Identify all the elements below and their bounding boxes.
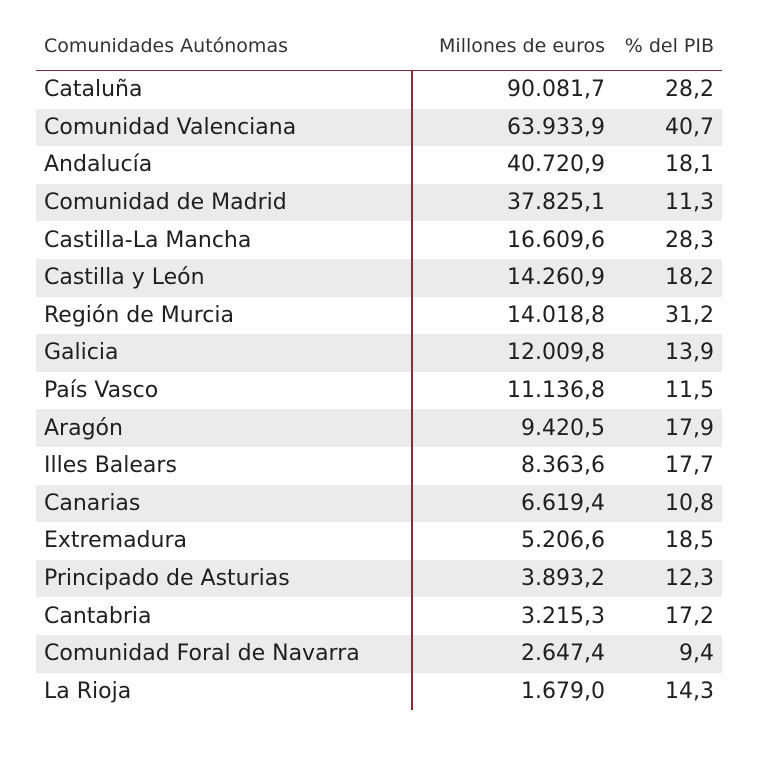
header-pib: % del PIB	[624, 35, 714, 57]
cell-pib: 18,1	[665, 152, 714, 178]
cell-comunidad: Cataluña	[44, 77, 143, 103]
cell-comunidad: Región de Murcia	[44, 302, 234, 328]
cell-millones: 2.647,4	[521, 641, 605, 667]
cell-comunidad: Extremadura	[44, 528, 187, 554]
cell-millones: 3.215,3	[521, 603, 605, 629]
table-row: Región de Murcia 14.018,8 31,2	[36, 297, 722, 335]
table-header: Comunidades Autónomas Millones de euros …	[36, 22, 722, 71]
cell-millones: 16.609,6	[507, 227, 605, 253]
table-row: Extremadura 5.206,6 18,5	[36, 522, 722, 560]
cell-pib: 17,2	[665, 603, 714, 629]
table-row: País Vasco 11.136,8 11,5	[36, 372, 722, 410]
cell-pib: 18,5	[665, 528, 714, 554]
header-millones: Millones de euros	[439, 35, 605, 57]
cell-millones: 12.009,8	[507, 340, 605, 366]
cell-millones: 9.420,5	[521, 415, 605, 441]
cell-comunidad: Castilla y León	[44, 265, 205, 291]
table-row: Castilla y León 14.260,9 18,2	[36, 258, 722, 297]
cell-pib: 18,2	[665, 265, 714, 291]
table-row: Principado de Asturias 3.893,2 12,3	[36, 559, 722, 598]
cell-millones: 1.679,0	[521, 678, 605, 704]
cell-millones: 14.260,9	[507, 265, 605, 291]
cell-pib: 14,3	[665, 678, 714, 704]
table-body: Cataluña 90.081,7 28,2 Comunidad Valenciana…	[36, 71, 722, 711]
cell-pib: 28,2	[665, 77, 714, 103]
cell-millones: 37.825,1	[507, 190, 605, 216]
header-comunidades: Comunidades Autónomas	[44, 35, 288, 57]
table-row: Cantabria 3.215,3 17,2	[36, 597, 722, 635]
table-row: Comunidad Foral de Navarra 2.647,4 9,4	[36, 634, 722, 673]
cell-comunidad: Aragón	[44, 415, 123, 441]
cell-pib: 10,8	[665, 490, 714, 516]
cell-millones: 14.018,8	[507, 302, 605, 328]
table-row: Castilla-La Mancha 16.609,6 28,3	[36, 221, 722, 259]
table-row: La Rioja 1.679,0 14,3	[36, 673, 722, 711]
cell-pib: 31,2	[665, 302, 714, 328]
cell-comunidad: País Vasco	[44, 378, 159, 404]
cell-pib: 11,5	[665, 378, 714, 404]
cell-comunidad: Principado de Asturias	[44, 566, 290, 592]
cell-pib: 13,9	[665, 340, 714, 366]
cell-pib: 9,4	[679, 641, 714, 667]
table-row: Galicia 12.009,8 13,9	[36, 334, 722, 372]
cell-comunidad: Comunidad Valenciana	[44, 114, 297, 140]
table-row: Comunidad Valenciana 63.933,9 40,7	[36, 108, 722, 147]
table-row: Cataluña 90.081,7 28,2	[36, 71, 722, 109]
cell-millones: 40.720,9	[507, 152, 605, 178]
table-row: Andalucía 40.720,9 18,1	[36, 146, 722, 184]
data-table: Comunidades Autónomas Millones de euros …	[36, 22, 722, 711]
cell-millones: 8.363,6	[521, 453, 605, 479]
cell-pib: 12,3	[665, 566, 714, 592]
cell-comunidad: Castilla-La Mancha	[44, 227, 252, 253]
cell-millones: 3.893,2	[521, 566, 605, 592]
cell-pib: 28,3	[665, 227, 714, 253]
table-row: Canarias 6.619,4 10,8	[36, 484, 722, 523]
cell-millones: 6.619,4	[521, 490, 605, 516]
cell-comunidad: La Rioja	[44, 678, 132, 704]
cell-comunidad: Comunidad de Madrid	[44, 190, 287, 216]
table-row: Illes Balears 8.363,6 17,7	[36, 447, 722, 485]
cell-millones: 11.136,8	[507, 378, 605, 404]
cell-millones: 63.933,9	[507, 114, 605, 140]
cell-pib: 40,7	[665, 114, 714, 140]
cell-comunidad: Illes Balears	[44, 453, 177, 479]
cell-comunidad: Galicia	[44, 340, 119, 366]
cell-millones: 5.206,6	[521, 528, 605, 554]
cell-pib: 17,7	[665, 453, 714, 479]
cell-pib: 17,9	[665, 415, 714, 441]
cell-comunidad: Andalucía	[44, 152, 153, 178]
column-divider	[411, 71, 413, 711]
cell-pib: 11,3	[665, 190, 714, 216]
cell-comunidad: Canarias	[44, 490, 141, 516]
table-row: Comunidad de Madrid 37.825,1 11,3	[36, 183, 722, 222]
cell-millones: 90.081,7	[507, 77, 605, 103]
cell-comunidad: Cantabria	[44, 603, 152, 629]
cell-comunidad: Comunidad Foral de Navarra	[44, 641, 360, 667]
table-row: Aragón 9.420,5 17,9	[36, 409, 722, 447]
